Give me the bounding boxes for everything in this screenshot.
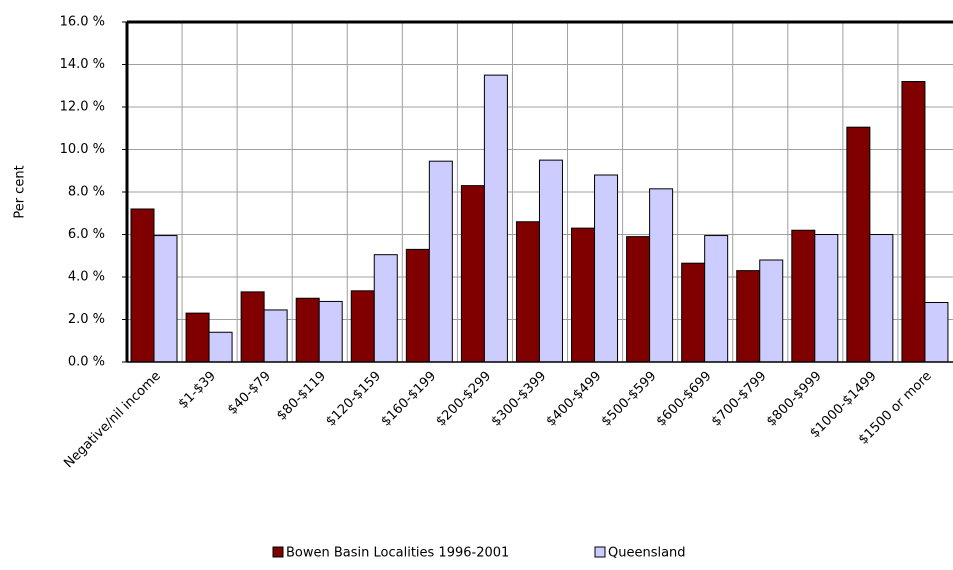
y-tick-label: 6.0 % bbox=[68, 227, 105, 242]
x-tick-label: Negative/nil income bbox=[61, 369, 163, 471]
bar bbox=[428, 160, 453, 363]
bar bbox=[240, 291, 265, 363]
bar bbox=[318, 300, 343, 363]
bar bbox=[869, 234, 894, 363]
bar bbox=[153, 235, 178, 363]
y-tick-label: 10.0 % bbox=[60, 142, 105, 157]
bar bbox=[594, 174, 619, 363]
bar bbox=[405, 248, 430, 363]
bar bbox=[373, 254, 398, 363]
bar bbox=[295, 297, 320, 363]
legend-swatch bbox=[594, 546, 606, 558]
y-tick-label: 0.0 % bbox=[68, 355, 105, 370]
bar bbox=[901, 81, 926, 363]
bar bbox=[759, 259, 784, 363]
x-tick-label: $500-$599 bbox=[599, 369, 660, 430]
x-tick-label: $160-$199 bbox=[378, 369, 439, 430]
x-tick-label: $400-$499 bbox=[544, 369, 605, 430]
y-tick-label: 14.0 % bbox=[60, 57, 105, 72]
bar bbox=[736, 270, 761, 363]
bar bbox=[846, 126, 871, 363]
bar bbox=[626, 236, 651, 363]
x-tick-label: $80-$119 bbox=[274, 369, 329, 424]
bar bbox=[538, 159, 563, 363]
bar bbox=[130, 208, 155, 363]
bar bbox=[350, 290, 375, 363]
bar bbox=[571, 227, 596, 363]
y-tick-label: 2.0 % bbox=[68, 312, 105, 327]
y-tick-label: 16.0 % bbox=[60, 15, 105, 30]
x-tick-label: $600-$699 bbox=[654, 369, 715, 430]
bar bbox=[515, 221, 540, 363]
x-tick-label: $200-$299 bbox=[434, 369, 495, 430]
bar bbox=[814, 234, 839, 363]
bar bbox=[704, 235, 729, 363]
bar bbox=[649, 188, 674, 363]
bar bbox=[483, 74, 508, 363]
bar bbox=[208, 331, 233, 363]
y-tick-label: 12.0 % bbox=[60, 100, 105, 115]
x-tick-label: $40-$79 bbox=[225, 369, 274, 418]
x-tick-label: $1-$39 bbox=[176, 369, 219, 412]
bar bbox=[791, 229, 816, 363]
x-tick-label: $120-$159 bbox=[323, 369, 384, 430]
x-tick-label: $800-$999 bbox=[764, 369, 825, 430]
x-tick-label: $300-$399 bbox=[489, 369, 550, 430]
bar bbox=[681, 262, 706, 363]
bar bbox=[263, 309, 288, 363]
legend-swatch bbox=[272, 546, 284, 558]
bar bbox=[185, 312, 210, 363]
x-tick-label: $700-$799 bbox=[709, 369, 770, 430]
bar bbox=[460, 185, 485, 363]
bar bbox=[924, 302, 949, 363]
y-tick-label: 4.0 % bbox=[68, 270, 105, 285]
legend-label: Bowen Basin Localities 1996-2001 bbox=[286, 546, 509, 561]
legend-label: Queensland bbox=[608, 546, 686, 561]
y-tick-label: 8.0 % bbox=[68, 185, 105, 200]
y-axis-label: Per cent bbox=[13, 165, 28, 218]
